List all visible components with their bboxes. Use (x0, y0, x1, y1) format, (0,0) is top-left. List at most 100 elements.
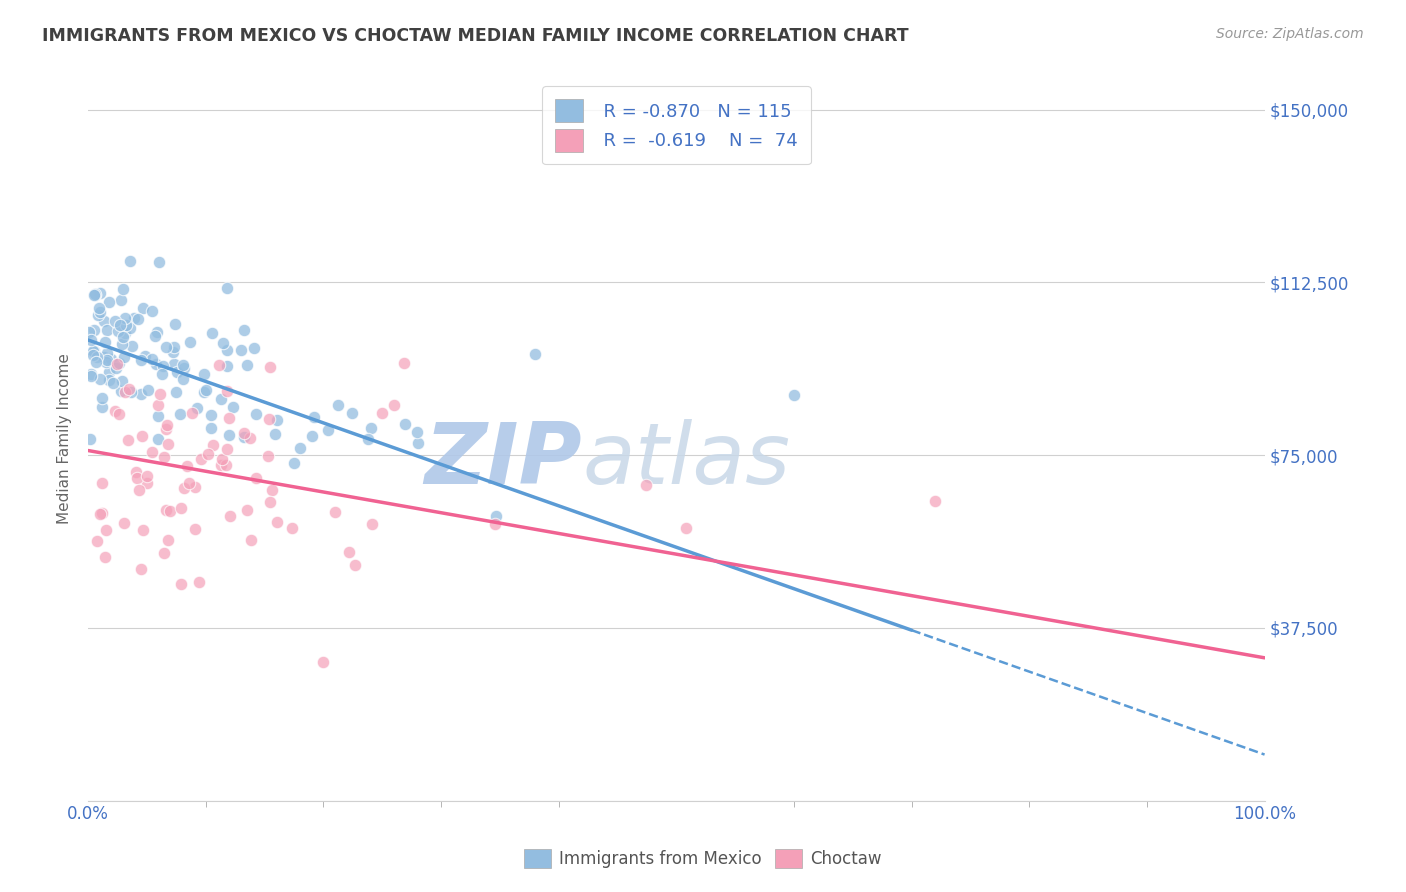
Point (193, 368, 215, 382)
Point (112, 329, 135, 343)
Point (79, 432, 101, 446)
Point (302, 409, 325, 424)
Point (127, 312, 149, 326)
Point (163, 317, 186, 331)
Point (163, 340, 186, 354)
Point (323, 506, 346, 520)
Point (188, 575, 211, 590)
Point (361, 517, 384, 532)
Text: Source: ZipAtlas.com: Source: ZipAtlas.com (1216, 27, 1364, 41)
Point (128, 483, 150, 497)
Point (89, 507, 111, 521)
Point (152, 359, 174, 373)
Point (232, 430, 254, 444)
Point (211, 458, 233, 472)
Point (157, 533, 180, 547)
Point (91, 476, 114, 491)
Point (118, 254, 141, 268)
Legend: Immigrants from Mexico, Choctaw: Immigrants from Mexico, Choctaw (517, 843, 889, 875)
Point (143, 329, 166, 343)
Point (301, 428, 323, 442)
Point (211, 335, 233, 350)
Point (104, 314, 127, 328)
Point (105, 357, 128, 371)
Point (394, 417, 416, 431)
Point (924, 494, 946, 508)
Point (97, 373, 120, 387)
Point (131, 429, 153, 443)
Point (162, 345, 184, 359)
Point (131, 386, 153, 401)
Point (215, 458, 238, 472)
Point (156, 436, 179, 450)
Point (105, 361, 128, 376)
Point (89, 305, 111, 319)
Point (235, 502, 257, 516)
Point (245, 407, 267, 421)
Point (132, 301, 155, 316)
Point (232, 323, 254, 337)
Point (155, 341, 177, 355)
Point (337, 544, 360, 558)
Point (98, 295, 121, 310)
Point (114, 311, 136, 326)
Point (266, 515, 288, 529)
Point (201, 438, 224, 452)
Point (675, 521, 697, 535)
Point (200, 421, 222, 435)
Point (155, 503, 177, 517)
Point (96, 353, 118, 368)
Point (264, 426, 287, 441)
Point (219, 509, 242, 524)
Point (169, 407, 191, 421)
Point (215, 281, 238, 295)
Point (124, 310, 146, 325)
Point (257, 412, 280, 426)
Point (141, 352, 163, 367)
Point (173, 482, 195, 496)
Point (233, 426, 256, 441)
Point (155, 417, 177, 432)
Point (80, 367, 103, 381)
Point (392, 356, 415, 370)
Point (211, 451, 233, 466)
Point (96, 346, 118, 360)
Point (326, 398, 349, 412)
Point (152, 546, 174, 560)
Point (120, 384, 142, 399)
Point (111, 374, 134, 388)
Y-axis label: Median Family Income: Median Family Income (58, 353, 72, 524)
Point (118, 382, 141, 396)
Point (207, 358, 229, 372)
Point (112, 283, 135, 297)
Point (101, 376, 124, 390)
Point (259, 360, 281, 375)
Point (173, 361, 195, 376)
Point (117, 433, 139, 447)
Point (146, 432, 169, 446)
Point (170, 577, 193, 591)
Point (132, 524, 155, 538)
Point (201, 326, 224, 340)
Point (150, 367, 173, 381)
Point (177, 476, 200, 491)
Point (84, 354, 107, 368)
Point (266, 413, 288, 427)
Point (86, 351, 108, 365)
Point (405, 425, 427, 439)
Point (104, 403, 127, 417)
Point (108, 356, 131, 370)
Point (110, 318, 132, 333)
Legend:   R = -0.870   N = 115,   R =  -0.619    N =  74: R = -0.870 N = 115, R = -0.619 N = 74 (541, 87, 811, 164)
Point (129, 352, 152, 367)
Point (256, 450, 278, 464)
Point (80, 333, 103, 347)
Point (83, 344, 105, 359)
Point (87, 301, 110, 315)
Point (155, 422, 177, 436)
Point (166, 365, 188, 379)
Point (114, 384, 136, 399)
Point (86, 533, 108, 548)
Point (215, 343, 238, 358)
Text: atlas: atlas (582, 419, 790, 502)
